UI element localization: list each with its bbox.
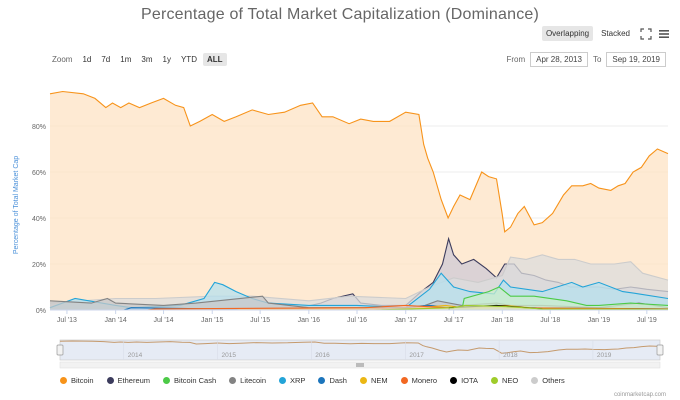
legend-dot [279,377,287,384]
legend-label: Monero [411,376,438,385]
to-date-input[interactable]: Sep 19, 2019 [606,52,666,67]
navigator-tick-label: 2015 [222,352,237,359]
legend-dot [450,377,458,384]
y-axis-ticks: 0% 20% 40% 60% 80% [32,124,46,315]
area-neo[interactable] [50,305,668,310]
legend-dot [531,377,539,384]
overlapping-button[interactable]: Overlapping [541,26,594,41]
legend-dot [400,377,408,384]
y-tick-label: 20% [32,262,46,269]
navigator-series [59,340,661,354]
stacked-button[interactable]: Stacked [601,29,630,38]
x-tick-label: Jul '15 [250,317,270,324]
x-tick-label: Jul '13 [57,317,77,324]
navigator-tick-label: 2014 [128,352,143,359]
navigator-tick-label: 2019 [597,352,612,359]
y-tick-label: 60% [32,170,46,177]
legend-item-xrp[interactable]: XRP [279,376,305,385]
legend-label: Ethereum [117,376,151,385]
legend-item-ethereum[interactable]: Ethereum [106,376,151,385]
x-tick-label: Jan '17 [395,317,417,324]
zoom-label: Zoom [52,55,73,64]
from-label: From [506,55,526,64]
menu-icon[interactable] [658,28,670,40]
date-range: From Apr 28, 2013 To Sep 19, 2019 [506,52,666,67]
navigator-right-handle[interactable] [656,344,664,356]
x-tick-label: Jan '15 [201,317,223,324]
legend-dot [359,377,367,384]
x-tick-label: Jul '17 [444,317,464,324]
zoom-3m-button[interactable]: 3m [141,55,153,64]
legend-dot [491,377,499,384]
navigator-left-handle[interactable] [56,344,64,356]
series-areas [49,90,669,311]
legend-label: XRP [290,376,306,385]
legend-item-monero[interactable]: Monero [400,376,438,385]
legend-item-nem[interactable]: NEM [359,376,388,385]
legend-dot [229,377,237,384]
navigator[interactable]: 2014 2015 2016 2017 2018 2019 [56,339,664,369]
fullscreen-icon[interactable] [640,27,652,40]
zoom-1y-button[interactable]: 1y [162,55,171,64]
legend-dot [106,377,114,384]
legend-item-others[interactable]: Others [531,376,565,385]
legend-dot [163,377,171,384]
x-axis-ticks: Jul '13 Jan '14 Jul '14 Jan '15 Jul '15 Jan '… [50,309,668,324]
y-axis-title: Percentage of Total Market Cap [13,156,20,254]
legend-item-bitcoin-cash[interactable]: Bitcoin Cash [163,376,216,385]
x-tick-label: Jul '18 [540,317,560,324]
mode-toolbar: Overlapping Stacked [541,26,670,41]
legend-item-neo[interactable]: NEO [491,376,518,385]
line-bitcoin-cash[interactable] [50,286,669,311]
y-tick-label: 80% [32,124,46,131]
x-tick-label: Jul '14 [154,317,174,324]
legend: Bitcoin Ethereum Bitcoin Cash Litecoin XRP Da… [60,376,660,385]
credit-text: coinmarketcap.com [613,392,666,398]
y-tick-label: 40% [32,216,46,223]
x-tick-label: Jan '19 [588,317,610,324]
line-bitcoin[interactable] [49,90,669,233]
x-tick-label: Jan '18 [491,317,513,324]
scrollbar-thumb[interactable] [356,363,364,367]
navigator-tick-label: 2018 [503,352,518,359]
from-date-input[interactable]: Apr 28, 2013 [530,52,588,67]
legend-dot [318,377,326,384]
zoom-1d-button[interactable]: 1d [82,55,92,64]
legend-dot [60,377,67,384]
zoom-toolbar: Zoom 1d 7d 1m 3m 1y YTD ALL [52,53,227,66]
zoom-7d-button[interactable]: 7d [101,55,111,64]
chart-title: Percentage of Total Market Capitalizatio… [140,6,540,23]
legend-label: Litecoin [240,376,267,385]
legend-item-bitcoin[interactable]: Bitcoin [60,376,94,385]
legend-label: IOTA [461,376,479,385]
legend-label: NEM [370,376,388,385]
legend-label: NEO [502,376,519,385]
legend-label: Dash [329,376,347,385]
legend-item-iota[interactable]: IOTA [450,376,478,385]
legend-label: Bitcoin Cash [174,376,217,385]
navigator-tick-label: 2016 [315,352,330,359]
legend-label: Others [542,376,565,385]
zoom-all-button[interactable]: ALL [202,53,227,66]
x-tick-label: Jul '16 [347,317,367,324]
legend-item-dash[interactable]: Dash [318,376,347,385]
x-tick-label: Jan '16 [298,317,320,324]
y-tick-label: 0% [36,308,46,315]
legend-label: Bitcoin [71,376,94,385]
line-xrp[interactable] [49,272,669,309]
navigator-tick-label: 2017 [409,352,424,359]
x-tick-label: Jul '19 [637,317,657,324]
zoom-ytd-button[interactable]: YTD [180,55,197,64]
legend-item-litecoin[interactable]: Litecoin [229,376,266,385]
area-bitcoin-cash[interactable] [50,287,668,310]
to-label: To [592,55,602,64]
zoom-1m-button[interactable]: 1m [120,55,132,64]
area-bitcoin[interactable] [50,91,668,311]
x-tick-label: Jan '14 [104,317,126,324]
